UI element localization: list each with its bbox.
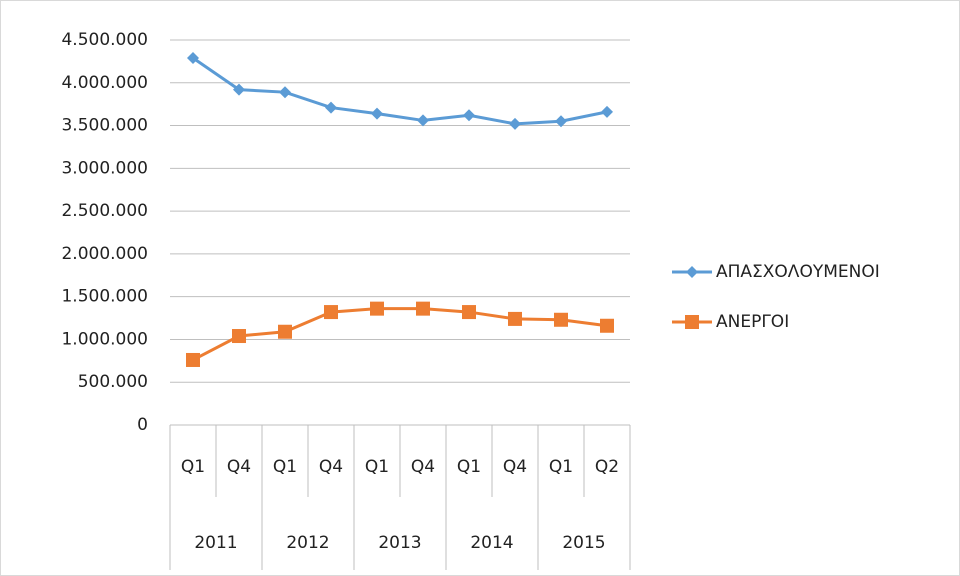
point: [463, 109, 475, 122]
point: [508, 311, 522, 326]
point: [187, 51, 199, 64]
y-tick-label: 2.000.000: [61, 244, 148, 264]
x-tick-label: Q4: [503, 457, 527, 477]
series-line: [192, 307, 608, 362]
point: [232, 329, 246, 344]
point: [417, 114, 429, 127]
point: [370, 301, 384, 316]
point: [325, 101, 337, 114]
y-tick-label: 1.500.000: [61, 287, 148, 307]
x-tick-label: Q4: [319, 457, 343, 477]
legend-label: ΑΝΕΡΓΟΙ: [716, 312, 789, 332]
y-tick-label: 4.500.000: [61, 30, 148, 50]
point: [600, 318, 614, 333]
x-tick-label: Q4: [411, 457, 435, 477]
x-tick-label: Q4: [227, 457, 251, 477]
x-group-label: 2011: [194, 533, 237, 553]
point: [186, 352, 200, 367]
x-tick-label: Q1: [457, 457, 481, 477]
x-group-label: 2014: [470, 533, 513, 553]
point: [416, 301, 430, 316]
series-line: [192, 56, 608, 126]
point: [462, 305, 476, 320]
y-tick-label: 0: [137, 415, 148, 435]
x-tick-label: Q1: [549, 457, 573, 477]
x-group-label: 2012: [286, 533, 329, 553]
x-tick-label: Q1: [181, 457, 205, 477]
point: [554, 312, 568, 327]
y-tick-label: 4.000.000: [61, 73, 148, 93]
x-group-label: 2015: [562, 533, 605, 553]
legend-marker: [686, 266, 698, 278]
point: [555, 115, 567, 128]
point: [324, 305, 338, 320]
x-tick-label: Q1: [273, 457, 297, 477]
x-tick-label: Q1: [365, 457, 389, 477]
x-group-label: 2013: [378, 533, 421, 553]
point: [371, 107, 383, 120]
point: [509, 117, 521, 130]
y-tick-label: 500.000: [78, 372, 148, 392]
point: [233, 83, 245, 96]
y-tick-label: 1.000.000: [61, 329, 148, 349]
point: [278, 324, 292, 339]
legend-marker: [685, 315, 699, 329]
point: [279, 86, 291, 99]
y-tick-label: 3.000.000: [61, 158, 148, 178]
legend-label: ΑΠΑΣΧΟΛΟΥΜΕΝΟΙ: [716, 262, 880, 282]
y-tick-label: 2.500.000: [61, 201, 148, 221]
x-tick-label: Q2: [595, 457, 619, 477]
y-tick-label: 3.500.000: [61, 116, 148, 136]
point: [601, 105, 613, 118]
